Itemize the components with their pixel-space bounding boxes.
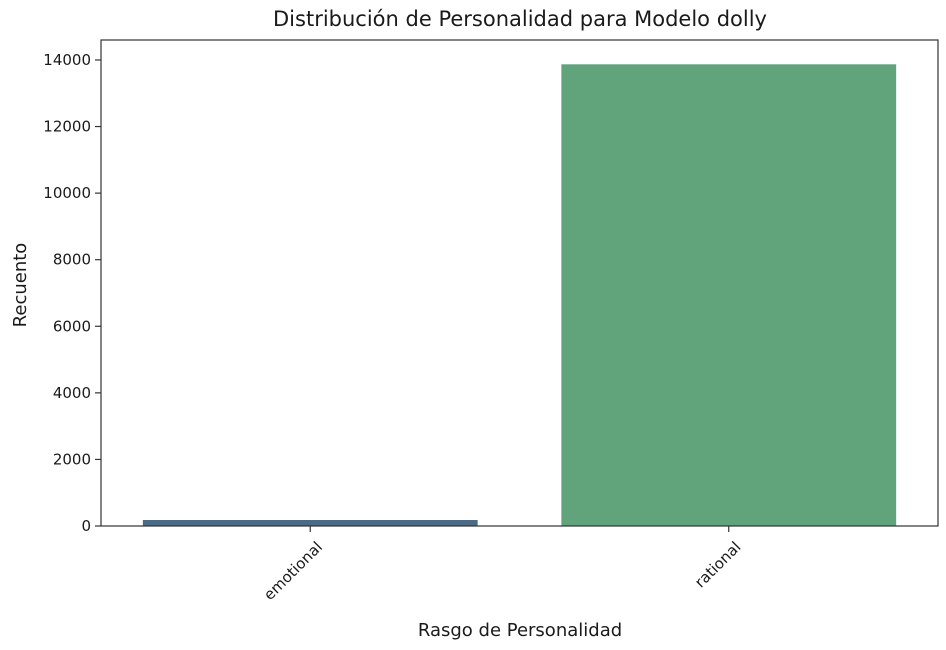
y-tick-label: 4000 xyxy=(53,384,91,402)
x-axis: emotional rational xyxy=(260,526,745,604)
y-tick-label: 10000 xyxy=(43,184,91,202)
chart-title: Distribución de Personalidad para Modelo… xyxy=(273,7,767,31)
y-tick-label: 2000 xyxy=(53,450,91,468)
bars-layer xyxy=(142,64,897,527)
x-tick-label-rational: rational xyxy=(691,538,744,591)
bar-emotional xyxy=(142,520,478,526)
x-axis-label: Rasgo de Personalidad xyxy=(418,620,622,641)
y-axis: 0 2000 4000 6000 8000 10000 12000 14000 xyxy=(43,51,101,535)
plot-frame xyxy=(100,39,939,527)
y-tick-label: 14000 xyxy=(43,51,91,69)
y-tick-label: 6000 xyxy=(53,317,91,335)
bar-rational xyxy=(561,64,897,527)
y-tick-label: 12000 xyxy=(43,118,91,136)
x-tick-label-emotional: emotional xyxy=(260,538,326,604)
y-tick-label: 0 xyxy=(81,517,91,535)
y-tick-label: 8000 xyxy=(53,251,91,269)
y-axis-label: Recuento xyxy=(10,243,31,328)
